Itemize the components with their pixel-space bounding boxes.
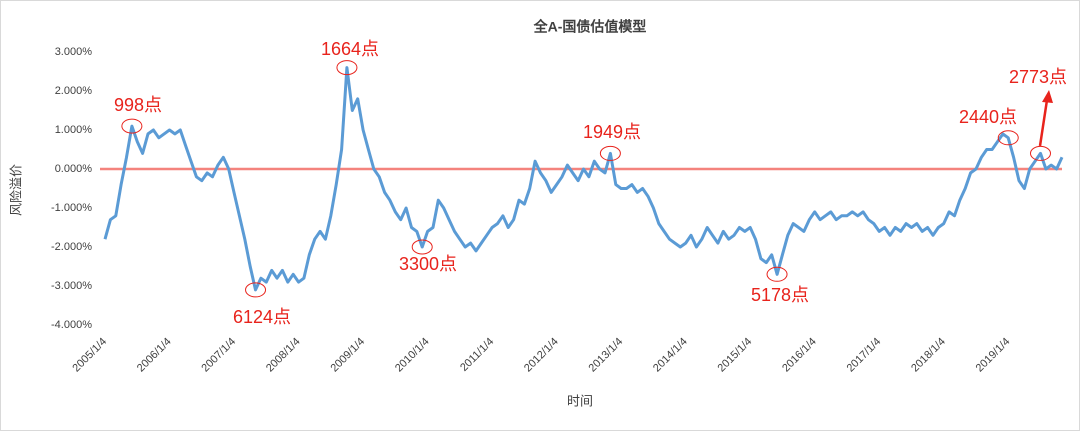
- annotation-arrow: [1038, 99, 1049, 147]
- annotation: 3300点: [399, 254, 457, 274]
- x-tick-label: 2013/1/4: [587, 336, 626, 375]
- x-tick-label: 2010/1/4: [393, 336, 432, 375]
- data-line: [103, 66, 1064, 292]
- annotation-circle: [599, 145, 621, 161]
- annotation: 5178点: [751, 285, 809, 305]
- annotation-circle: [411, 239, 433, 255]
- annotation: 2773点: [1009, 67, 1067, 87]
- y-tick-label: 0.000%: [55, 163, 93, 175]
- x-tick-label: 2011/1/4: [458, 336, 496, 374]
- x-tick-label: 2005/1/4: [70, 336, 109, 375]
- y-tick-label: 1.000%: [55, 124, 93, 136]
- x-tick-label: 2016/1/4: [780, 336, 819, 375]
- annotation-arrowhead: [1042, 90, 1053, 103]
- annotation-circle: [336, 60, 358, 76]
- annotation: 998点: [114, 95, 162, 115]
- y-tick-label: -3.000%: [51, 280, 92, 292]
- chart-title: 全A-国债估值模型: [533, 19, 647, 35]
- x-axis-label: 时间: [567, 393, 593, 408]
- y-tick-label: 3.000%: [55, 46, 93, 58]
- annotation: 6124点: [233, 307, 291, 327]
- annotation-circle: [766, 266, 788, 282]
- annotation-circle: [997, 130, 1019, 146]
- x-tick-label: 2008/1/4: [264, 336, 303, 375]
- x-tick-label: 2012/1/4: [522, 336, 561, 375]
- x-tick-label: 2014/1/4: [651, 336, 690, 375]
- annotation-circle: [121, 118, 143, 134]
- y-tick-label: -2.000%: [51, 241, 92, 253]
- annotation-circle: [245, 282, 267, 298]
- x-tick-label: 2017/1/4: [845, 336, 884, 375]
- annotation: 1664点: [321, 39, 379, 59]
- annotation-circle: [1029, 145, 1051, 161]
- y-tick-label: 2.000%: [55, 85, 93, 97]
- x-tick-label: 2006/1/4: [135, 336, 174, 375]
- y-tick-label: -1.000%: [51, 202, 92, 214]
- annotation: 1949点: [583, 122, 641, 142]
- x-tick-label: 2019/1/4: [974, 336, 1013, 375]
- x-tick-label: 2015/1/4: [716, 336, 755, 375]
- annotation: 2440点: [959, 107, 1017, 127]
- y-axis-label: 风险溢价: [8, 164, 23, 216]
- x-tick-label: 2007/1/4: [199, 336, 238, 375]
- x-tick-label: 2018/1/4: [909, 336, 948, 375]
- x-tick-label: 2009/1/4: [328, 336, 367, 375]
- y-tick-label: -4.000%: [51, 319, 92, 331]
